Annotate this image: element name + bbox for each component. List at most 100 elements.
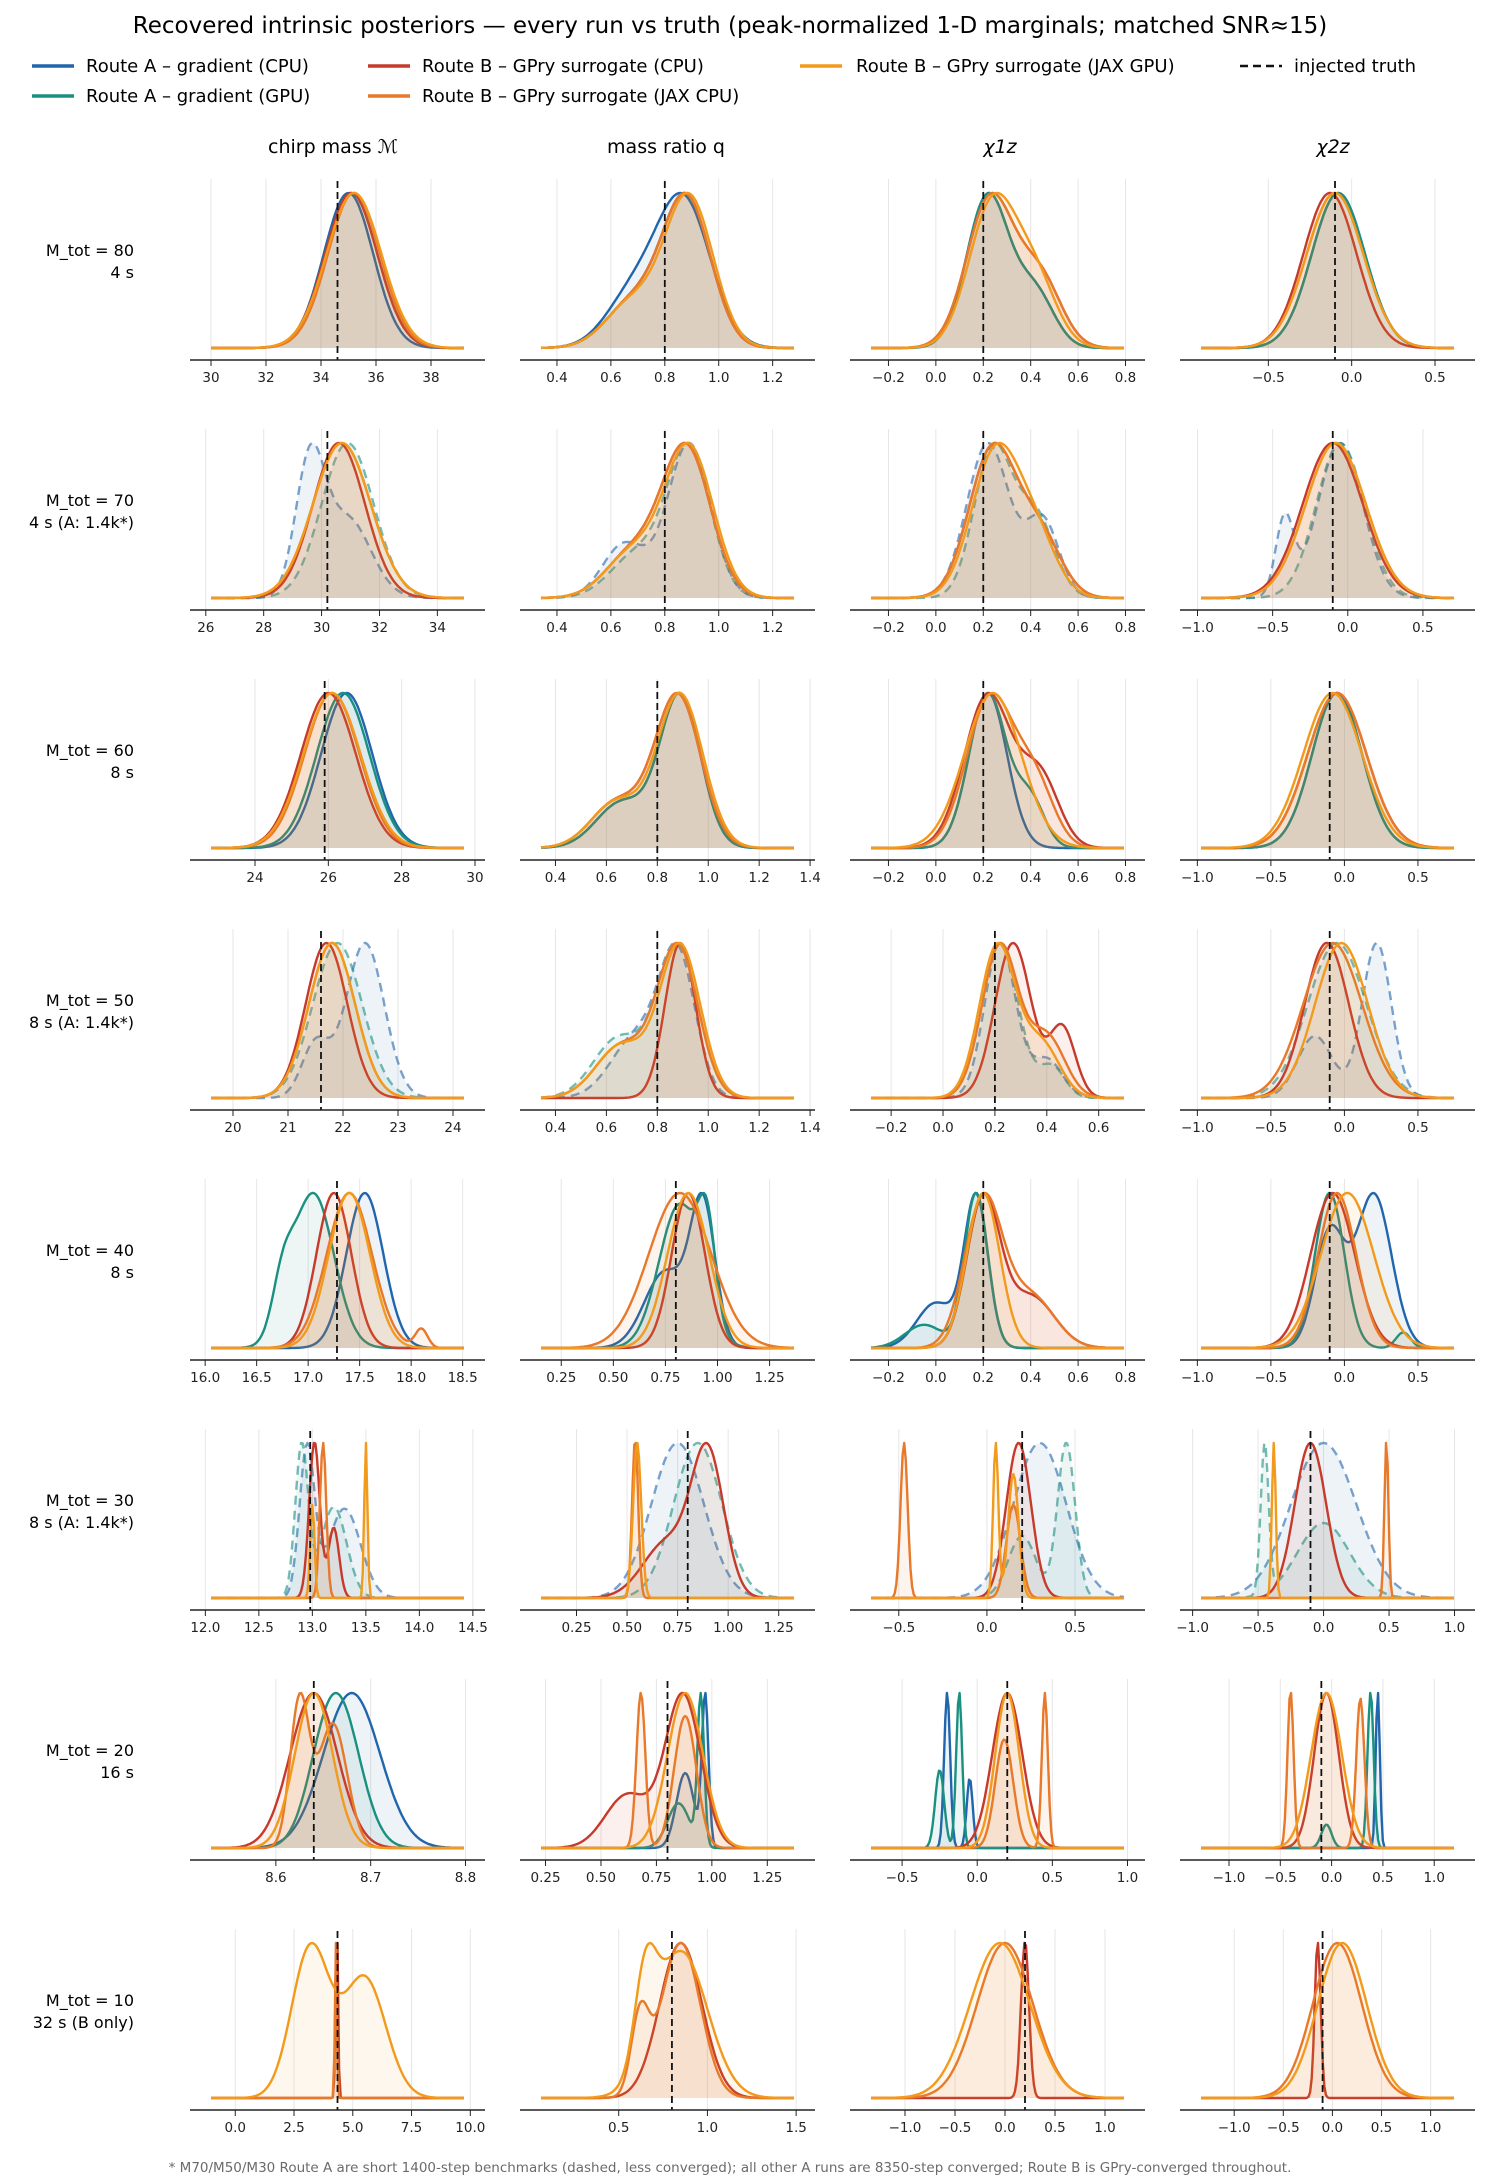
posterior-fill-b_jaxgpu xyxy=(871,193,1124,348)
posterior-fill-a_cpu xyxy=(541,443,794,598)
x-tick-label: 0.5 xyxy=(1407,1370,1428,1386)
legend-label: injected truth xyxy=(1294,56,1416,77)
posterior-fill-a_cpu xyxy=(871,693,1124,848)
posterior-fill-b_cpu xyxy=(1201,1693,1454,1848)
x-tick-label: 0.8 xyxy=(1115,370,1136,386)
x-tick-label: 36 xyxy=(367,370,384,386)
row-label-line1: M_tot = 70 xyxy=(46,491,134,511)
panel-r0-c1: 0.4 0.6 0.8 1.0 1.2 xyxy=(520,179,815,386)
posterior-curve-a_cpu xyxy=(1201,941,1454,1100)
x-tick-label: 18.0 xyxy=(396,1370,426,1386)
posterior-curve-a_cpu xyxy=(211,441,464,600)
posterior-fill-a_cpu xyxy=(871,1443,1124,1598)
x-tick-label: 1.0 xyxy=(1117,1870,1138,1886)
posterior-fill-a_gpu xyxy=(1201,193,1454,348)
panel-r2-c1: 0.4 0.6 0.8 1.0 1.2 1.4 xyxy=(520,679,821,886)
x-tick-label: 0.0 xyxy=(976,1620,997,1636)
x-tick-label: 0.6 xyxy=(1088,1120,1109,1136)
x-tick-label: 8.7 xyxy=(360,1870,381,1886)
posterior-fill-b_jaxcpu xyxy=(541,943,794,1098)
posterior-fill-b_jaxcpu xyxy=(871,693,1124,848)
x-tick-label: 1.00 xyxy=(697,1870,727,1886)
panel-r6-c3: −1.0 −0.5 0.0 0.5 1.0 xyxy=(1180,1679,1475,1886)
x-tick-label: 0.8 xyxy=(647,870,668,886)
posterior-curve-a_gpu xyxy=(871,441,1124,600)
row-label-line2: 16 s xyxy=(100,1763,134,1782)
x-tick-label: −0.5 xyxy=(1254,1120,1287,1136)
posterior-fill-a_cpu xyxy=(211,693,464,848)
x-tick-label: 0.4 xyxy=(546,620,567,636)
x-tick-label: 17.0 xyxy=(293,1370,323,1386)
x-tick-label: −0.5 xyxy=(886,1870,919,1886)
posterior-fill-a_cpu xyxy=(1201,693,1454,848)
posterior-fill-a_cpu xyxy=(541,1443,794,1598)
posterior-fill-a_cpu xyxy=(541,943,794,1098)
x-tick-label: −1.0 xyxy=(1181,1370,1214,1386)
x-tick-label: 0.0 xyxy=(925,370,946,386)
posterior-fill-b_jaxgpu xyxy=(211,693,464,848)
x-tick-label: 0.4 xyxy=(1020,370,1041,386)
posterior-curve-b_jaxgpu xyxy=(1201,1691,1454,1850)
posterior-fill-a_gpu xyxy=(871,193,1124,348)
column-title-mass-ratio: mass ratio q xyxy=(607,136,725,158)
posterior-fill-a_cpu xyxy=(541,693,794,848)
row-label-line1: M_tot = 10 xyxy=(46,1991,134,2011)
row-label-line2: 4 s (A: 1.4k*) xyxy=(29,513,134,532)
legend-item-b-jax-gpu: Route B – GPry surrogate (JAX GPU) xyxy=(800,56,1175,77)
posterior-fill-b_jaxgpu xyxy=(871,443,1124,598)
row-label-line1: M_tot = 50 xyxy=(46,991,134,1011)
x-tick-label: 14.5 xyxy=(458,1620,488,1636)
panel-grid: 30 32 34 36 38 0.4 0.6 0.8 1.0 1.2 −0.2 0.0 0.2 0.4 0.… xyxy=(190,179,1475,2136)
x-tick-label: 0.4 xyxy=(545,1120,566,1136)
posterior-fill-b_cpu xyxy=(1201,1193,1454,1348)
posterior-fill-a_cpu xyxy=(211,1693,464,1848)
x-tick-label: −0.5 xyxy=(939,2120,972,2136)
x-tick-label: 30 xyxy=(313,620,330,636)
column-title-chi2z: χ2z xyxy=(1315,136,1350,158)
footnote: * M70/M50/M30 Route A are short 1400-ste… xyxy=(169,2160,1292,2176)
x-tick-label: 1.00 xyxy=(702,1370,732,1386)
row-label-line2: 8 s (A: 1.4k*) xyxy=(29,1513,134,1532)
panel-r5-c2: −0.5 0.0 0.5 xyxy=(850,1429,1145,1636)
posterior-fill-a_gpu xyxy=(211,943,464,1098)
posterior-fill-a_gpu xyxy=(1201,943,1454,1098)
x-tick-label: 0.0 xyxy=(1313,1620,1334,1636)
posterior-fill-b_jaxgpu xyxy=(871,943,1124,1098)
x-tick-label: 0.2 xyxy=(984,1120,1005,1136)
x-tick-label: 13.0 xyxy=(297,1620,327,1636)
posterior-fill-b_cpu xyxy=(1201,943,1454,1098)
panel-r3-c0: 20 21 22 23 24 xyxy=(190,929,485,1136)
x-tick-label: 0.2 xyxy=(973,870,994,886)
x-tick-label: 0.0 xyxy=(925,1370,946,1386)
x-tick-label: 1.2 xyxy=(748,1120,769,1136)
panel-r7-c1: 0.5 1.0 1.5 xyxy=(520,1929,815,2136)
posterior-fill-b_cpu xyxy=(1201,443,1454,598)
legend-item-b-jax-cpu: Route B – GPry surrogate (JAX CPU) xyxy=(368,86,739,107)
posterior-fill-b_jaxcpu xyxy=(541,693,794,848)
x-tick-label: 0.5 xyxy=(1064,1620,1085,1636)
posterior-fill-a_cpu xyxy=(1201,943,1454,1098)
posterior-fill-b_jaxgpu xyxy=(871,693,1124,848)
posterior-fill-b_cpu xyxy=(211,693,464,848)
panel-r7-c3: −1.0 −0.5 0.0 0.5 1.0 xyxy=(1180,1929,1475,2136)
posterior-curve-b_jaxgpu xyxy=(1201,691,1454,850)
x-tick-label: 8.6 xyxy=(265,1870,286,1886)
panel-r7-c0: 0.0 2.5 5.0 7.5 10.0 xyxy=(190,1929,485,2136)
posterior-fill-b_jaxcpu xyxy=(1201,943,1454,1098)
posterior-fill-b_jaxgpu xyxy=(541,193,794,348)
panel-r3-c2: −0.2 0.0 0.2 0.4 0.6 xyxy=(850,929,1145,1136)
x-tick-label: 0.2 xyxy=(973,620,994,636)
panel-r4-c1: 0.25 0.50 0.75 1.00 1.25 xyxy=(520,1179,815,1386)
x-tick-label: 0.6 xyxy=(1067,620,1088,636)
row-label-60: M_tot = 60 8 s xyxy=(46,741,134,782)
posterior-fill-a_gpu xyxy=(211,693,464,848)
x-tick-label: 0.0 xyxy=(994,2120,1015,2136)
x-tick-label: −0.2 xyxy=(872,1370,905,1386)
x-tick-label: 0.8 xyxy=(654,370,675,386)
panel-r5-c1: 0.25 0.50 0.75 1.00 1.25 xyxy=(520,1429,815,1636)
posterior-curve-b_jaxcpu xyxy=(541,1191,794,1350)
posterior-fill-b_jaxgpu xyxy=(211,443,464,598)
posterior-curve-a_cpu xyxy=(871,1441,1125,1600)
posterior-fill-b_jaxcpu xyxy=(211,443,464,598)
x-tick-label: 1.25 xyxy=(764,1620,794,1636)
